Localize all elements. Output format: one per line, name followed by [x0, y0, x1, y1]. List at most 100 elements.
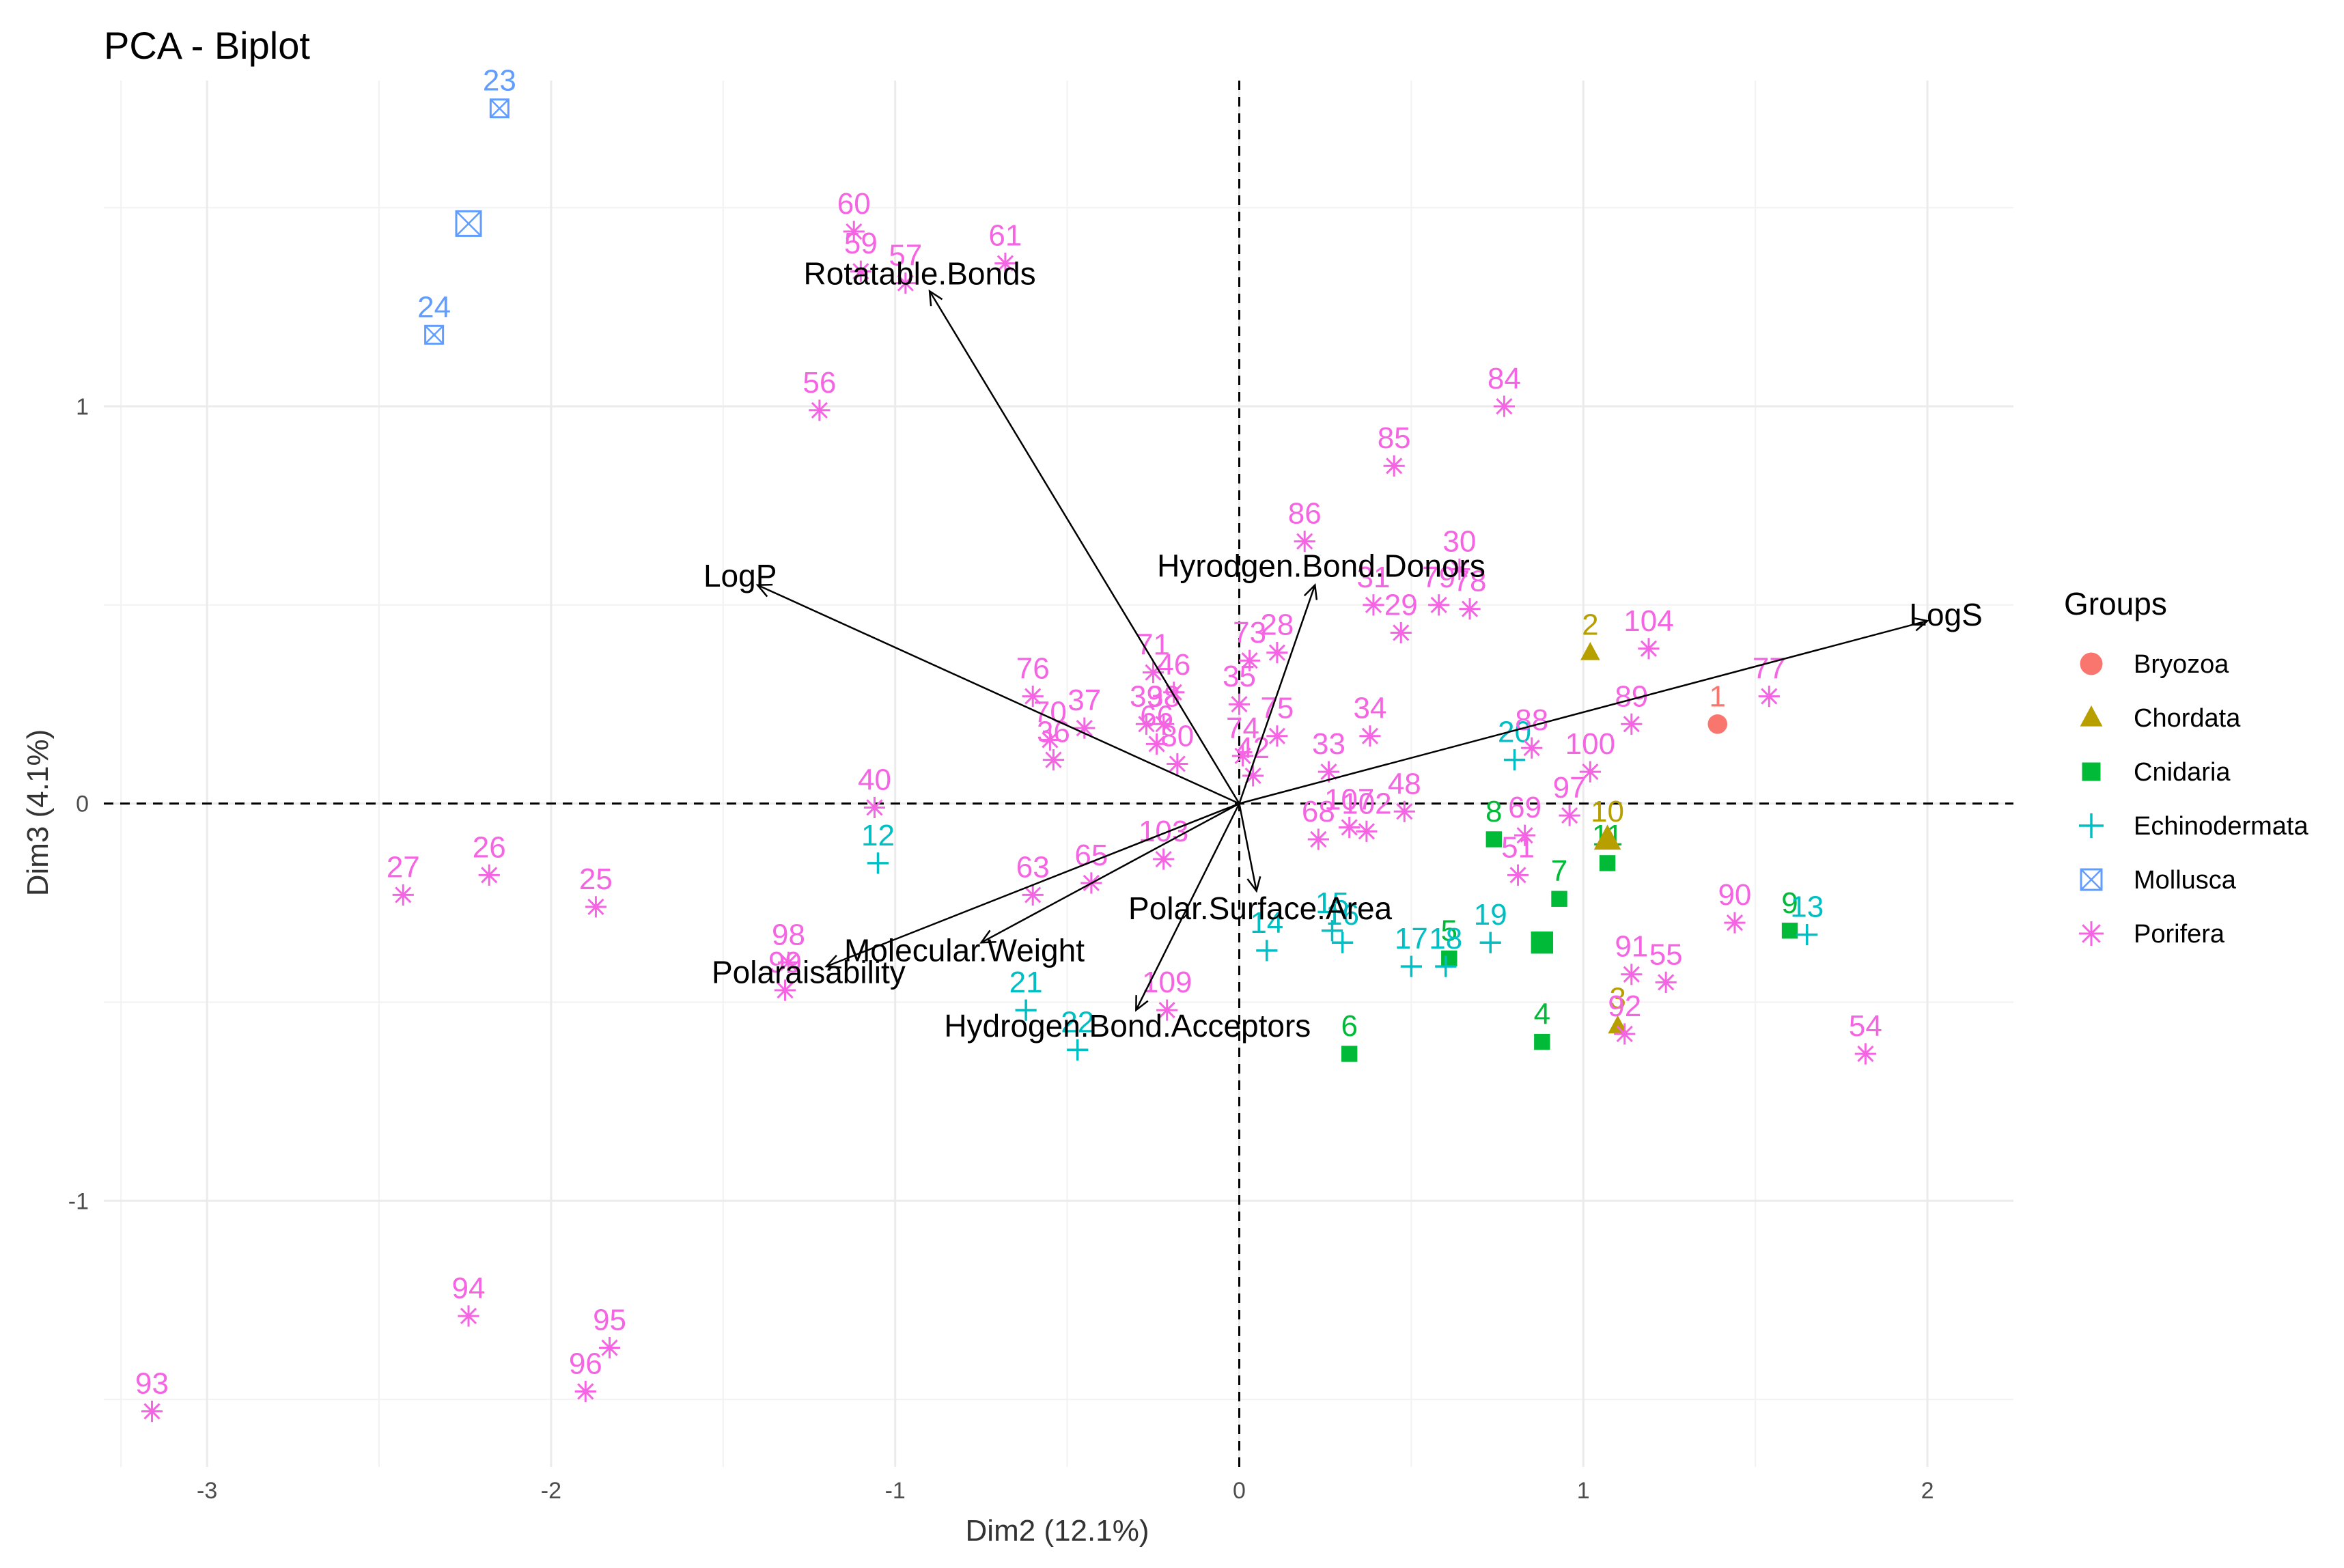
point-label: 26	[473, 830, 506, 864]
point-label: 79	[1422, 561, 1455, 594]
point-label: 69	[1508, 791, 1541, 824]
data-point	[1479, 932, 1501, 953]
point-label: 10	[1591, 795, 1624, 828]
variable-label: Hydrogen.Bond.Acceptors	[944, 1008, 1311, 1044]
point-label: 3	[1609, 981, 1626, 1015]
data-point	[1015, 999, 1037, 1021]
point-label: 93	[135, 1367, 169, 1401]
point-label: 8	[1485, 795, 1502, 828]
y-axis-title: Dim3 (4.1%)	[21, 729, 55, 897]
data-point	[1551, 891, 1567, 907]
legend-label: Echinodermata	[2134, 812, 2308, 841]
data-point	[1307, 828, 1329, 850]
data-point	[1022, 685, 1044, 708]
data-point	[598, 1336, 621, 1359]
legend: Groups Bryozoa Chordata Cnidaria Echinoderma…	[2064, 586, 2308, 949]
point-label: 4	[1534, 998, 1550, 1031]
data-point	[1390, 621, 1412, 644]
data-point	[1507, 864, 1529, 886]
point-label: 33	[1312, 727, 1345, 761]
legend-key	[2080, 868, 2103, 891]
data-point	[1167, 753, 1188, 775]
legend-key	[2080, 705, 2103, 727]
legend-key	[2082, 762, 2101, 781]
data-point	[1067, 1039, 1089, 1061]
x-tick-label: -3	[197, 1478, 217, 1504]
point-label: 18	[1429, 922, 1462, 955]
point-label: 90	[1718, 878, 1751, 912]
data-point	[863, 796, 886, 819]
data-point	[1638, 638, 1660, 660]
data-point	[1356, 820, 1378, 842]
data-point	[458, 1305, 479, 1327]
variable-arrow	[757, 584, 1240, 804]
variable-label: Rotatable.Bonds	[804, 255, 1036, 291]
data-point	[1317, 761, 1340, 783]
variable-arrowhead	[1246, 876, 1261, 893]
point-label: 86	[1288, 497, 1322, 531]
data-point	[585, 896, 607, 918]
data-point	[1534, 1033, 1550, 1050]
data-point	[1503, 749, 1526, 771]
point-label: 102	[1341, 787, 1391, 820]
data-point	[1621, 713, 1643, 735]
point-label: 99	[768, 946, 802, 979]
data-point	[1256, 940, 1278, 962]
data-point	[1339, 816, 1361, 839]
variable-label: Molecular.Weight	[844, 932, 1085, 968]
data-point	[1153, 848, 1175, 870]
point-label: 9	[1781, 886, 1798, 920]
y-tick-label: 0	[76, 792, 89, 817]
x-tick-label: -1	[885, 1478, 906, 1504]
x-tick-label: 0	[1233, 1478, 1246, 1504]
data-point	[1758, 685, 1780, 708]
data-point	[895, 272, 917, 294]
data-point	[777, 951, 800, 973]
x-axis-title: Dim2 (12.1%)	[966, 1514, 1149, 1548]
data-point	[994, 252, 1016, 275]
point-label: 92	[1608, 990, 1641, 1023]
data-point	[1514, 824, 1536, 846]
point-label: 40	[858, 763, 891, 796]
legend-key	[2080, 652, 2103, 675]
point-label: 60	[837, 187, 871, 221]
point-label: 35	[1223, 660, 1256, 693]
point-label: 94	[452, 1272, 486, 1305]
data-point	[1359, 725, 1381, 747]
variable-arrowhead	[1303, 583, 1318, 600]
data-point	[1580, 641, 1600, 660]
point-label: 71	[1136, 628, 1170, 662]
point-label: 97	[1553, 771, 1587, 804]
x-tick-label: -2	[541, 1478, 561, 1504]
variable-arrow	[929, 290, 1240, 804]
data-point	[843, 221, 865, 242]
variable-arrow	[1238, 585, 1316, 804]
point-label: 6	[1341, 1009, 1357, 1043]
variable-arrowhead	[755, 583, 773, 598]
point-label: 21	[1009, 966, 1043, 999]
legend-title: Groups	[2064, 586, 2167, 621]
axis-ticks: -3 -2 -1 0 1 2-101	[68, 394, 1934, 1504]
data-point	[1321, 920, 1343, 942]
point-label: 12	[861, 819, 895, 852]
point-label: 25	[579, 863, 613, 896]
point-label: 7	[1551, 854, 1567, 888]
data-point	[392, 884, 414, 906]
point-label: 5	[1441, 914, 1457, 947]
point-label: 2	[1582, 608, 1598, 642]
data-point	[1135, 713, 1158, 735]
point-label: 20	[1498, 716, 1531, 749]
data-point	[1393, 800, 1415, 822]
variable-arrows: Rotatable.Bonds LogP Hyrodgen.Bond.Donors L…	[703, 255, 1983, 1044]
point-label: 84	[1488, 362, 1521, 395]
variable-arrowhead	[1912, 617, 1929, 632]
point-label: 48	[1388, 767, 1421, 800]
data-point	[1266, 725, 1288, 747]
data-point	[424, 324, 445, 345]
variable-arrowhead	[979, 929, 996, 944]
data-point	[1559, 804, 1580, 826]
data-point	[1435, 955, 1457, 977]
point-label: 17	[1395, 922, 1428, 955]
point-label: 107	[1324, 783, 1374, 817]
data-point	[850, 260, 871, 282]
